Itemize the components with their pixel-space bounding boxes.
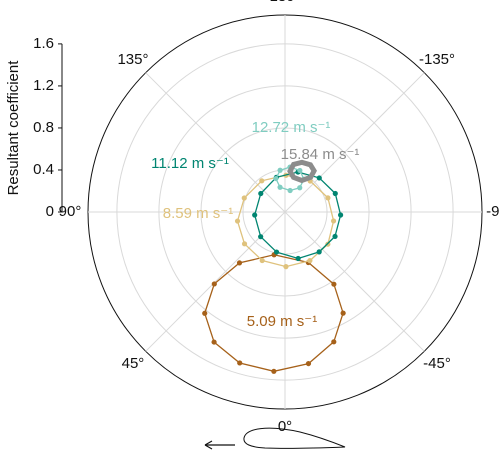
series-label: 15.84 m s⁻¹ [281,146,360,163]
series-label: 8.59 m s⁻¹ [163,205,233,222]
data-point [287,187,293,194]
data-point [236,260,243,266]
theta-tick-label: 180° [269,0,300,5]
theta-tick-label: 90° [59,203,82,220]
data-point [299,178,304,183]
data-point [297,185,303,191]
data-point [307,258,313,264]
data-point [234,218,241,224]
theta-tick-label: 0° [278,418,292,435]
grid-spoke [284,211,425,352]
data-point [312,168,317,173]
series: 5.09 m s⁻¹ [202,252,346,374]
data-point [211,339,217,345]
theta-tick-label: -90° [486,203,500,220]
r-tick-label: 0.4 [33,161,54,178]
airfoil-icon [204,427,346,450]
grid-spoke [284,72,425,213]
data-point [340,310,346,316]
data-point [331,281,337,287]
data-point [332,190,338,197]
series-label: 5.09 m s⁻¹ [247,313,317,330]
data-point [271,368,277,374]
data-point [277,184,283,190]
data-point [259,257,265,264]
data-point [299,160,304,165]
theta-tick-label: 135° [117,51,148,68]
series: 8.59 m s⁻¹ [163,172,337,270]
data-point [237,360,243,366]
r-tick-label: 0 [46,203,54,220]
data-point [308,162,313,167]
data-point [273,175,279,182]
r-tick-label: 0.8 [33,119,54,136]
data-point [252,212,258,218]
data-point [325,195,331,201]
data-point [273,249,280,255]
data-point [295,255,301,262]
theta-tick-label: -45° [423,355,451,372]
series: 11.12 m s⁻¹ [151,155,344,262]
data-point [258,190,264,197]
data-point [316,175,322,181]
y-axis-title: Resultant coefficient [5,60,22,196]
data-point [338,212,344,218]
data-point [331,339,337,345]
flow-arrow-head [204,440,213,450]
theta-tick-label: 45° [122,355,145,372]
data-point [330,218,337,224]
airfoil [243,427,346,449]
r-tick-label: 1.6 [33,35,54,52]
data-point [283,264,289,270]
series: 15.84 m s⁻¹ [281,146,360,184]
r-tick-label: 1.2 [33,77,54,94]
data-point [291,162,296,167]
data-point [277,167,283,173]
data-point [316,249,322,255]
data-point [202,310,208,316]
series-label: 11.12 m s⁻¹ [151,155,229,172]
series: 12.72 m s⁻¹ [252,119,331,194]
data-point [305,360,312,367]
data-point [291,175,296,180]
data-point [241,195,247,201]
data-point [308,175,313,180]
data-point [258,234,264,240]
series-label: 12.72 m s⁻¹ [252,119,331,136]
data-point [259,178,265,184]
theta-tick-label: -135° [419,51,455,68]
data-point [297,167,303,174]
data-point [211,281,217,287]
data-point [241,241,248,247]
data-point [287,169,292,174]
grid-spoke [145,72,286,213]
data-point [332,233,338,240]
